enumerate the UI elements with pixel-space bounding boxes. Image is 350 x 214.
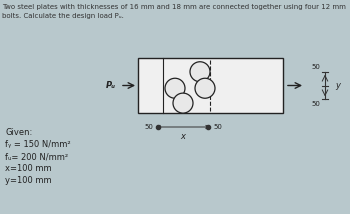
Circle shape <box>173 93 193 113</box>
Text: 50: 50 <box>213 124 222 130</box>
Text: x=100 mm: x=100 mm <box>5 164 52 173</box>
Text: bolts. Calculate the design load Pᵤ.: bolts. Calculate the design load Pᵤ. <box>2 13 124 19</box>
Circle shape <box>195 78 215 98</box>
Text: 50: 50 <box>311 64 320 70</box>
Text: fᵤ= 200 N/mm²: fᵤ= 200 N/mm² <box>5 152 68 161</box>
Text: 50: 50 <box>311 101 320 107</box>
Text: y=100 mm: y=100 mm <box>5 176 52 185</box>
Text: x: x <box>181 132 186 141</box>
Bar <box>138 58 283 113</box>
Text: 50: 50 <box>144 124 153 130</box>
Text: Given:: Given: <box>5 128 32 137</box>
Circle shape <box>165 78 185 98</box>
Text: Two steel plates with thicknesses of 16 mm and 18 mm are connected together usin: Two steel plates with thicknesses of 16 … <box>2 4 346 10</box>
Text: y: y <box>335 81 340 90</box>
Circle shape <box>190 62 210 82</box>
Text: fᵧ = 150 N/mm²: fᵧ = 150 N/mm² <box>5 140 71 149</box>
Text: Pᵤ: Pᵤ <box>106 81 116 90</box>
